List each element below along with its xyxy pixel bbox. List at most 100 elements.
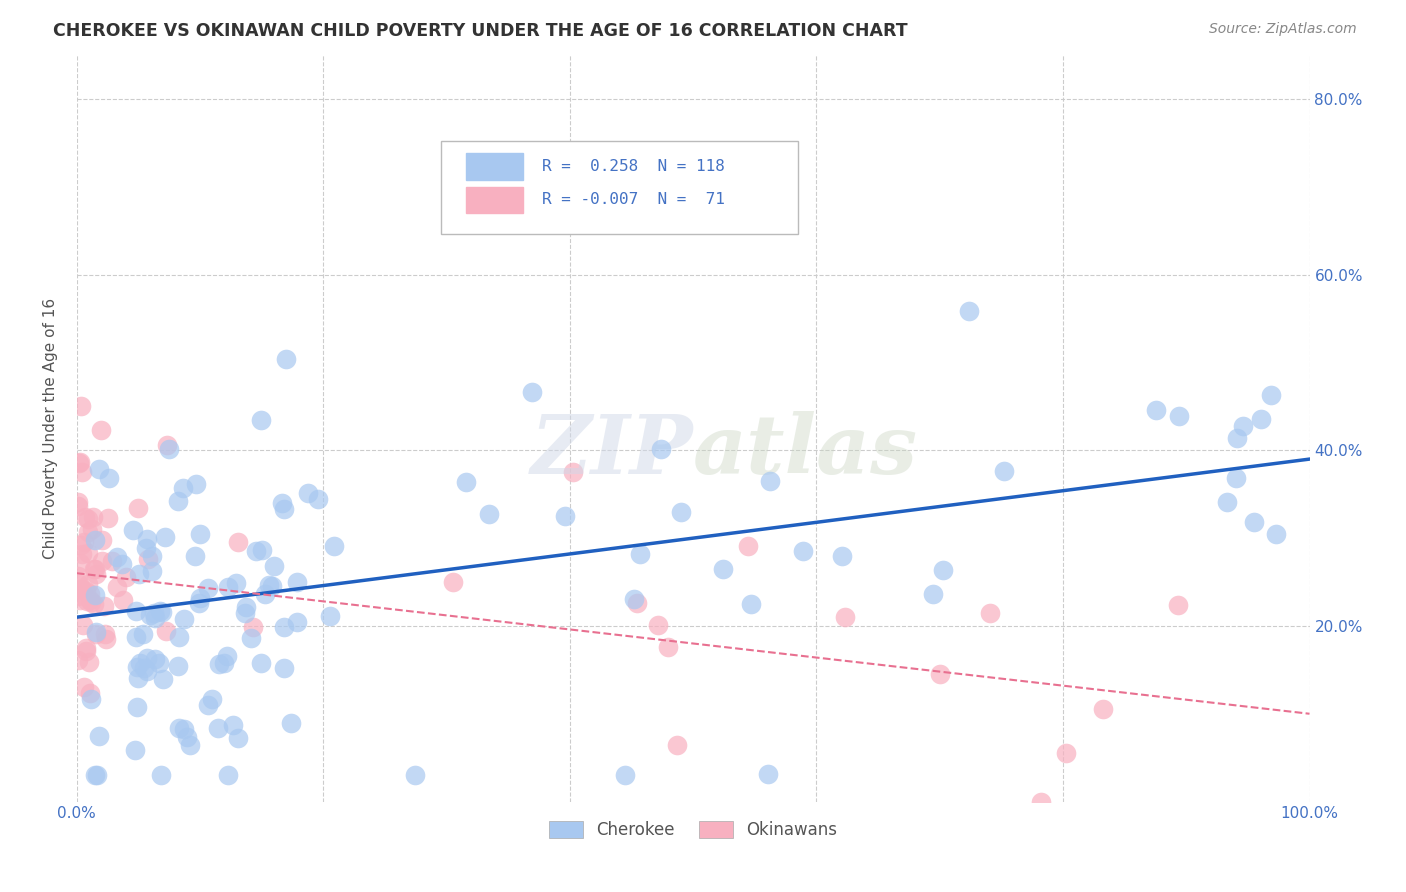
Point [756,767,779,781]
Point [456,475,478,489]
Point [307,491,329,506]
Point [1260,388,1282,402]
Point [478,508,501,522]
Point [262,579,284,593]
Point [143,652,166,666]
Point [73,680,96,694]
Point [665,739,688,753]
Point [197,698,219,712]
Point [834,610,856,624]
Point [323,539,346,553]
Point [273,502,295,516]
Point [1216,495,1239,509]
Point [67,499,90,513]
Point [127,671,149,685]
Point [136,664,159,678]
Text: CHEROKEE VS OKINAWAN CHILD POVERTY UNDER THE AGE OF 16 CORRELATION CHART: CHEROKEE VS OKINAWAN CHILD POVERTY UNDER… [53,22,908,40]
Point [125,660,148,674]
Point [197,581,219,595]
Point [208,657,231,671]
Point [188,526,211,541]
Point [139,607,162,622]
Point [285,615,308,629]
Point [83,597,105,611]
Point [70,465,93,479]
Point [91,533,114,548]
Point [70,582,93,597]
Point [75,640,97,655]
Point [758,475,780,489]
Point [245,544,267,558]
Point [979,607,1001,621]
Point [201,691,224,706]
Point [90,423,112,437]
Point [1092,702,1115,716]
Point [125,604,148,618]
Point [127,501,149,516]
Point [250,656,273,670]
Point [134,661,156,675]
Point [441,574,464,589]
Point [69,538,91,552]
Point [792,544,814,558]
Point [84,562,107,576]
Point [215,649,238,664]
Point [187,596,209,610]
Point [657,640,679,654]
Point [169,721,191,735]
Point [70,400,93,414]
Point [225,575,247,590]
Point [711,562,734,576]
Point [217,580,239,594]
Point [647,617,669,632]
Point [66,589,89,603]
Point [737,539,759,553]
FancyBboxPatch shape [467,153,523,180]
Point [150,605,173,619]
Point [554,509,576,524]
Point [75,583,97,598]
Point [273,661,295,675]
Point [179,738,201,752]
Point [111,557,134,571]
Point [150,768,173,782]
Point [107,581,129,595]
Point [89,729,111,743]
Point [172,481,194,495]
Point [127,700,149,714]
Point [148,657,170,671]
Point [562,465,585,479]
Point [173,612,195,626]
Point [84,533,107,548]
Point [79,686,101,700]
Point [929,667,952,681]
Point [235,599,257,614]
Point [80,691,103,706]
Point [125,630,148,644]
Point [993,464,1015,478]
Point [183,549,205,563]
Point [252,543,274,558]
Point [152,672,174,686]
Point [957,304,980,318]
Point [623,591,645,606]
Point [149,604,172,618]
Point [91,554,114,568]
Point [97,470,120,484]
Point [173,722,195,736]
Point [253,587,276,601]
Point [167,659,190,673]
FancyBboxPatch shape [467,186,523,213]
Point [626,596,648,610]
Point [1250,412,1272,426]
Point [167,630,190,644]
Point [207,721,229,735]
Point [650,442,672,457]
Point [72,547,94,561]
Point [614,768,637,782]
Point [1264,527,1286,541]
Point [318,608,340,623]
Point [184,477,207,491]
Point [156,437,179,451]
Point [67,456,90,470]
